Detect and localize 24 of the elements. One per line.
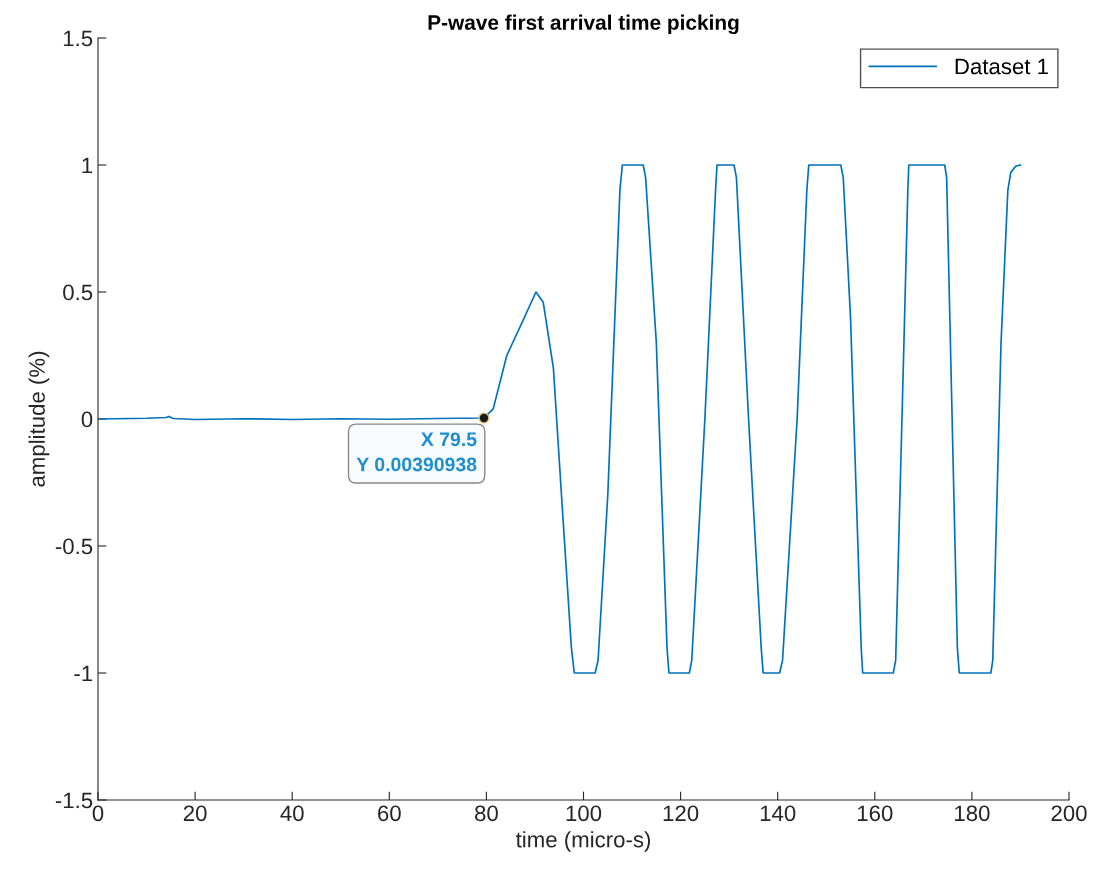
x-tick-label: 140 bbox=[760, 805, 796, 822]
x-tick-label: 80 bbox=[475, 805, 498, 822]
chart-title: P-wave first arrival time picking bbox=[428, 14, 739, 35]
x-axis-title: time (micro-s) bbox=[515, 831, 651, 852]
legend-label: Dataset 1 bbox=[955, 58, 1048, 75]
x-tick-label: 60 bbox=[378, 805, 401, 822]
x-tick-label: 160 bbox=[857, 805, 893, 822]
x-tick-label: 40 bbox=[280, 805, 304, 822]
x-tick-label: 180 bbox=[955, 805, 990, 822]
x-tick-label: 0 bbox=[92, 805, 104, 822]
y-tick-label: 1 bbox=[82, 157, 93, 174]
y-tick-label: 0 bbox=[81, 411, 93, 428]
y-tick-label: 0.5 bbox=[63, 284, 93, 301]
y-tick-label: -0.5 bbox=[55, 538, 93, 555]
x-tick-label: 120 bbox=[663, 805, 699, 822]
x-tick-label: 200 bbox=[1051, 805, 1087, 822]
y-axis-title: amplitude (%) bbox=[28, 351, 50, 487]
line-series bbox=[98, 164, 1022, 674]
x-tick-label: 100 bbox=[566, 805, 602, 822]
x-tick-label: 20 bbox=[183, 805, 207, 822]
y-tick-label: -1.5 bbox=[55, 792, 93, 809]
y-tick-label: 1.5 bbox=[63, 30, 93, 47]
annotation: X 79.5 Y 0.00390938 bbox=[356, 432, 477, 472]
y-tick-label: -1 bbox=[74, 665, 93, 682]
